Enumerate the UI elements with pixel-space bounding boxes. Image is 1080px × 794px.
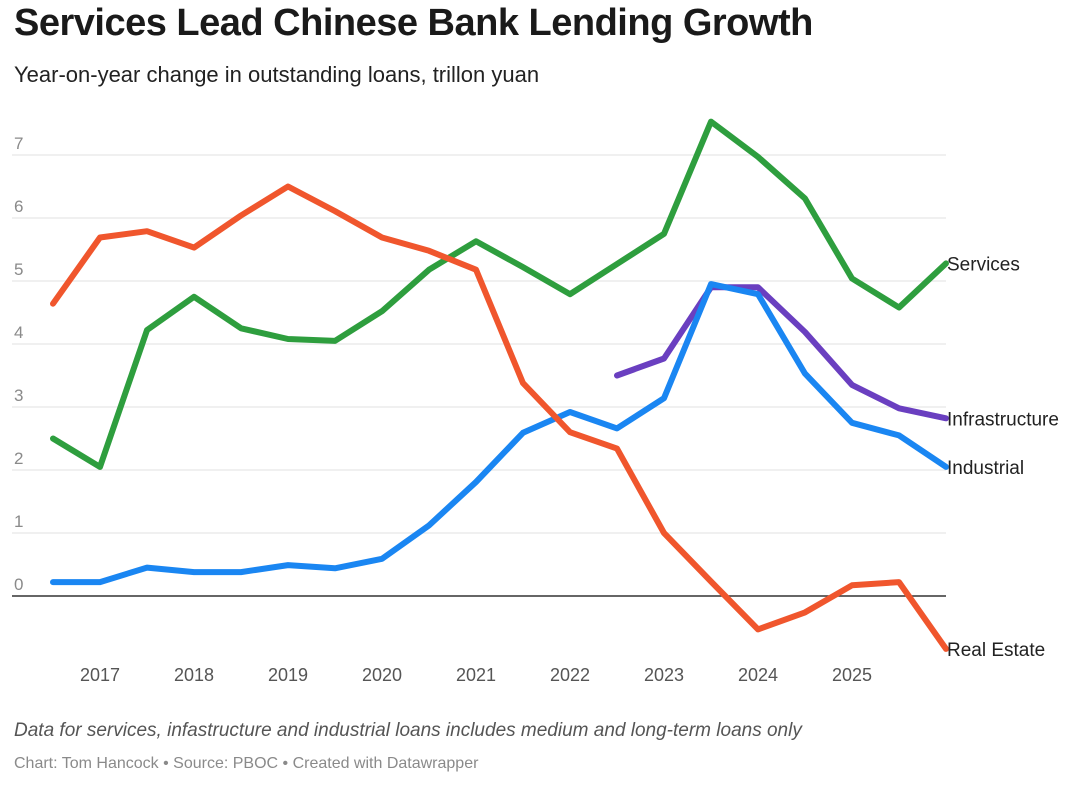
y-tick-label: 6 xyxy=(14,197,23,216)
footnote: Data for services, infastructure and ind… xyxy=(14,720,802,741)
chart-subtitle: Year-on-year change in outstanding loans… xyxy=(14,62,540,87)
x-tick-label: 2018 xyxy=(174,665,214,685)
y-tick-label: 7 xyxy=(14,134,23,153)
series-line-real-estate xyxy=(50,183,949,652)
x-axis-tick-labels: 2017 2018 2019 2020 2021 2022 2023 2024 2025 xyxy=(80,665,872,685)
x-tick-label: 2022 xyxy=(550,665,590,685)
series-line-industrial xyxy=(50,281,949,586)
series-label-industrial: Industrial xyxy=(947,458,1024,479)
x-tick-label: 2024 xyxy=(738,665,778,685)
y-tick-label: 3 xyxy=(14,386,23,405)
source-credit: Chart: Tom Hancock • Source: PBOC • Crea… xyxy=(14,755,479,772)
y-axis-tick-labels: 0 1 2 3 4 5 6 7 xyxy=(14,134,23,594)
y-tick-label: 0 xyxy=(14,575,23,594)
y-tick-label: 5 xyxy=(14,260,23,279)
line-chart: 0 1 2 3 4 5 6 7 2017 2018 2019 2020 2021 2022 2023 202… xyxy=(12,118,1059,685)
series-label-services: Services xyxy=(947,254,1020,275)
grid-lines xyxy=(12,154,946,597)
series-lines xyxy=(50,118,949,652)
x-tick-label: 2023 xyxy=(644,665,684,685)
y-tick-label: 1 xyxy=(14,512,23,531)
series-line-infrastructure xyxy=(614,284,949,422)
x-tick-label: 2020 xyxy=(362,665,402,685)
x-tick-label: 2017 xyxy=(80,665,120,685)
series-direct-labels: Services Infrastructure Industrial Real Est… xyxy=(947,254,1059,661)
x-tick-label: 2021 xyxy=(456,665,496,685)
chart-title: Services Lead Chinese Bank Lending Growt… xyxy=(14,2,813,44)
y-tick-label: 4 xyxy=(14,323,23,342)
x-tick-label: 2019 xyxy=(268,665,308,685)
y-tick-label: 2 xyxy=(14,449,23,468)
series-label-infrastructure: Infrastructure xyxy=(947,409,1059,430)
series-line-services xyxy=(50,118,949,470)
series-label-real-estate: Real Estate xyxy=(947,640,1045,661)
x-tick-label: 2025 xyxy=(832,665,872,685)
